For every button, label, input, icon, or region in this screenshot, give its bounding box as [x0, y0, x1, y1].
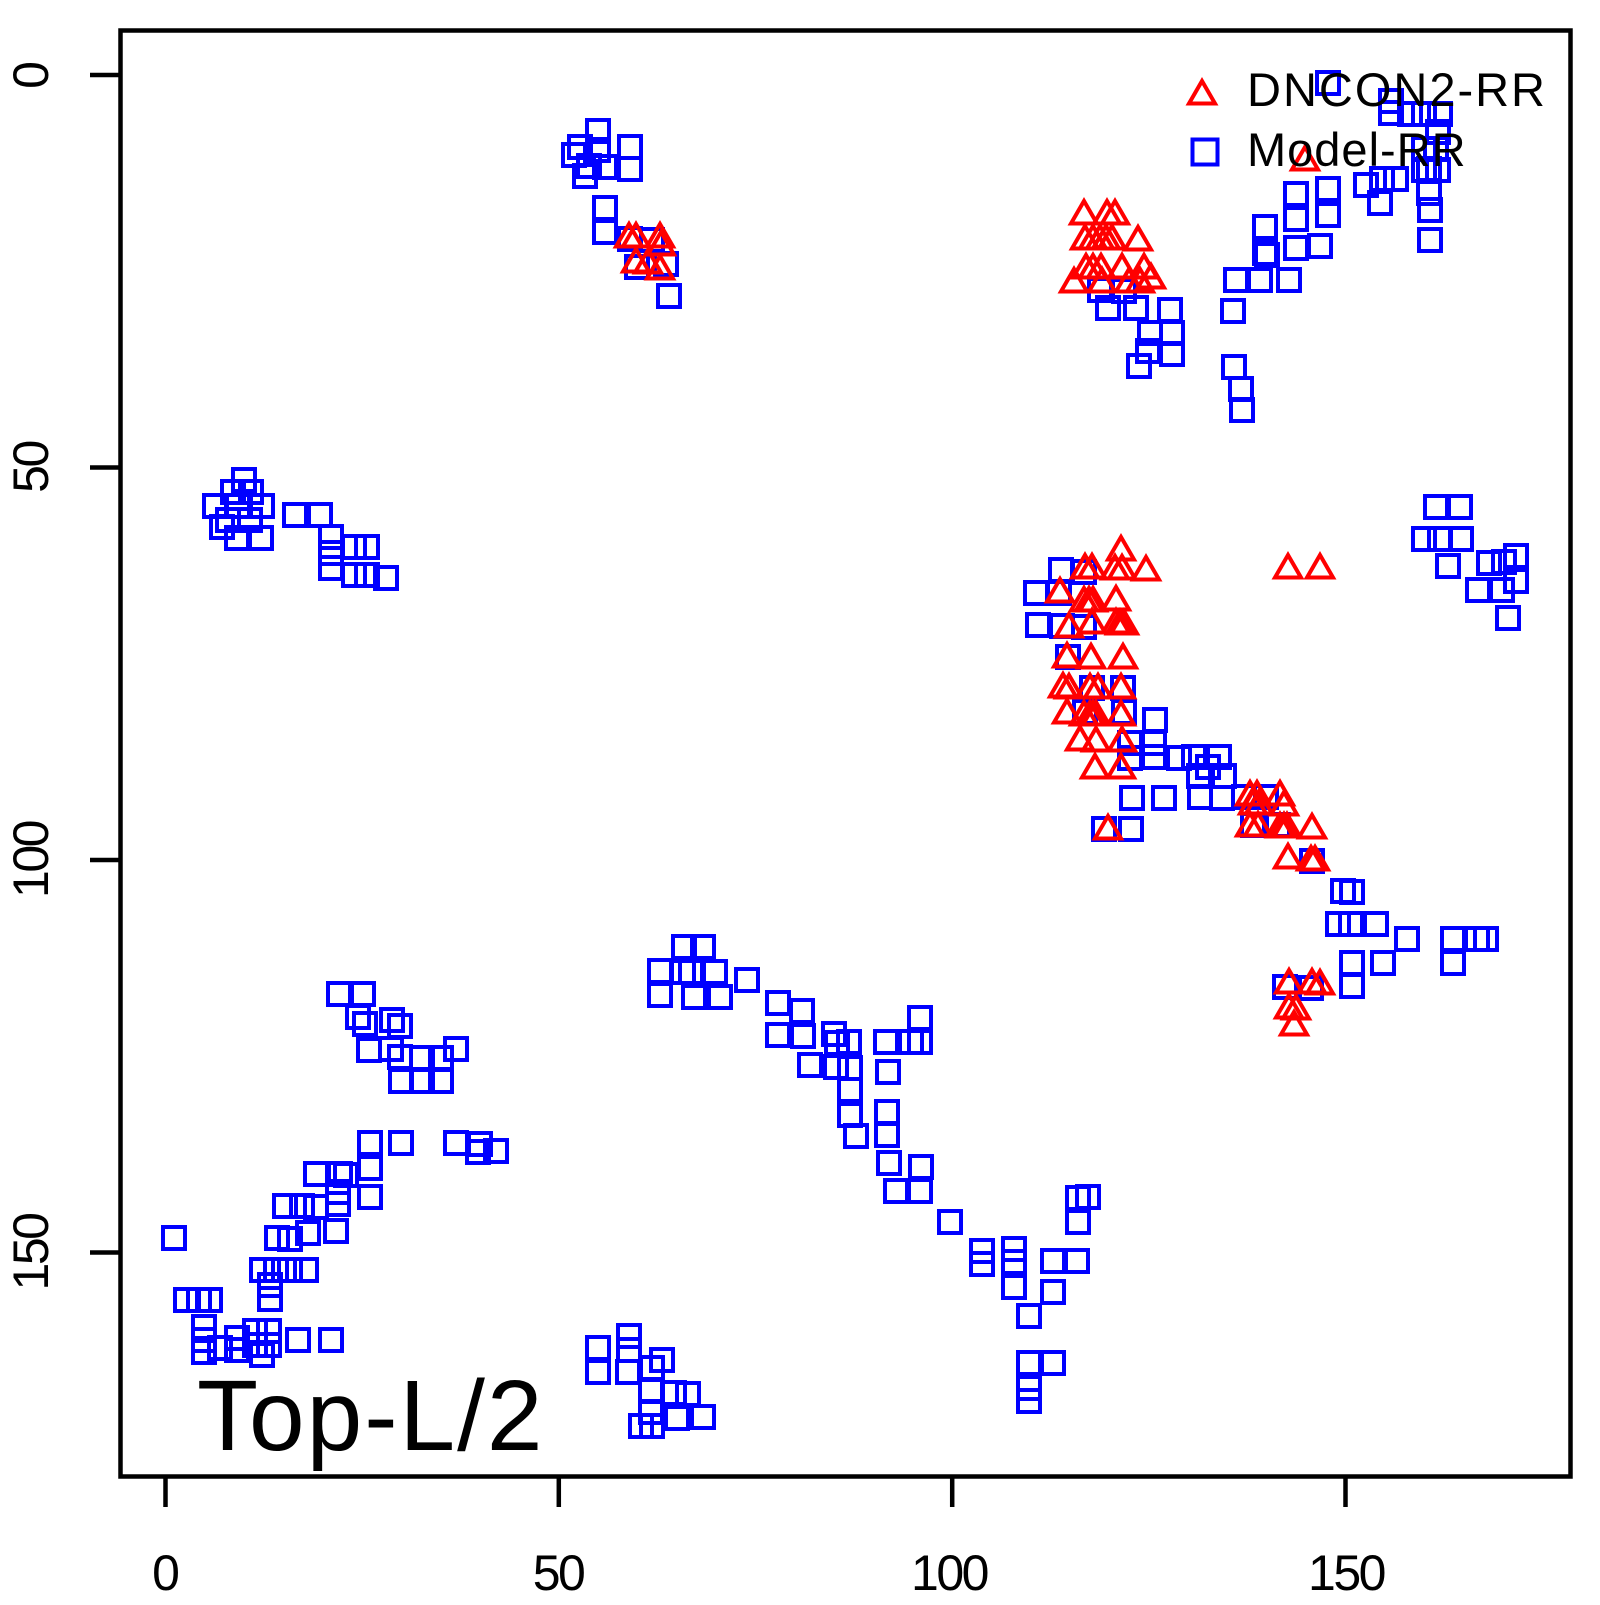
svg-text:Model-RR: Model-RR: [1247, 123, 1467, 176]
svg-text:DNCON2-RR: DNCON2-RR: [1247, 63, 1547, 116]
svg-text:Top-L/2: Top-L/2: [197, 1360, 545, 1472]
svg-text:50: 50: [3, 442, 59, 493]
svg-text:100: 100: [911, 1545, 988, 1600]
svg-text:150: 150: [3, 1214, 59, 1291]
svg-text:0: 0: [152, 1545, 180, 1600]
svg-text:150: 150: [1308, 1545, 1385, 1600]
svg-text:0: 0: [3, 61, 59, 89]
svg-text:100: 100: [3, 821, 59, 898]
svg-text:50: 50: [533, 1545, 584, 1600]
